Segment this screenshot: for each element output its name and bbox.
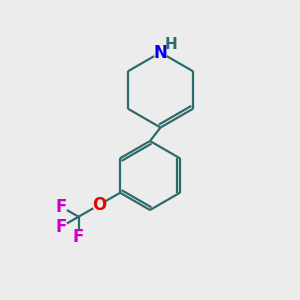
Text: N: N — [154, 44, 167, 62]
Circle shape — [93, 199, 106, 211]
Text: O: O — [92, 196, 106, 214]
Circle shape — [55, 200, 67, 213]
Text: F: F — [55, 197, 67, 215]
Circle shape — [55, 220, 67, 233]
Text: F: F — [73, 228, 84, 246]
Text: H: H — [165, 37, 178, 52]
Circle shape — [154, 46, 167, 59]
Text: F: F — [55, 218, 67, 236]
Circle shape — [72, 231, 85, 243]
